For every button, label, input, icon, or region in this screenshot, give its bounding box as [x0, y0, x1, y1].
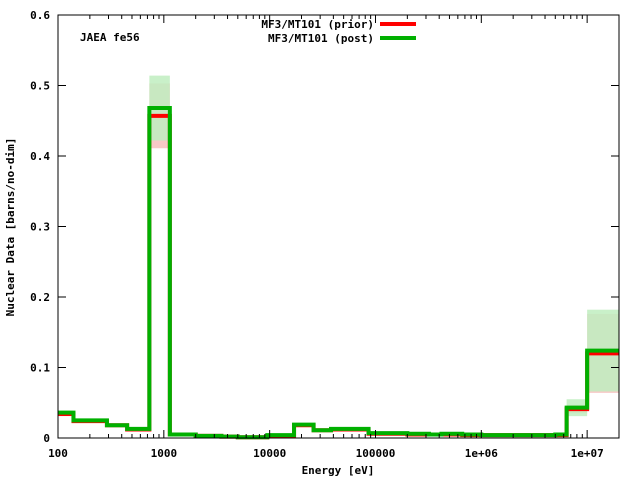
x-axis-label: Energy [eV] [302, 464, 375, 477]
x-tick-label-5: 1e+07 [571, 447, 604, 460]
y-tick-label-6: 0.6 [30, 9, 50, 22]
x-tick-label-3: 100000 [356, 447, 396, 460]
x-tick-label-2: 10000 [253, 447, 286, 460]
legend-label-2: MF3/MT101 (post) [268, 32, 374, 45]
series-lines [58, 106, 619, 440]
y-tick-label-0: 0 [43, 432, 50, 445]
y-tick-label-2: 0.2 [30, 291, 50, 304]
legend: MF3/MT101 (prior)MF3/MT101 (post) [261, 18, 416, 45]
y-axis-label: Nuclear Data [barns/no-dim] [4, 138, 17, 317]
plot-frame [57, 14, 620, 439]
x-tick-label-0: 100 [48, 447, 68, 460]
y-tick-label-4: 0.4 [30, 150, 50, 163]
y-tick-label-1: 0.1 [30, 362, 50, 375]
chart-annotation: JAEA fe56 [80, 31, 140, 44]
series-line-1 [58, 113, 619, 440]
x-tick-label-1: 1000 [151, 447, 178, 460]
y-tick-label-3: 0.3 [30, 221, 50, 234]
y-tick-label-5: 0.5 [30, 80, 50, 93]
series-line-2 [58, 106, 619, 440]
legend-label-1: MF3/MT101 (prior) [261, 18, 374, 31]
y-axis: 0 0.1 0.2 0.3 0.4 0.5 0.6 [30, 9, 619, 445]
x-tick-label-4: 1e+06 [465, 447, 498, 460]
uncertainty-bands [58, 75, 619, 438]
x-axis: 100 1000 10000 100000 1e+06 1e+07 [48, 15, 604, 460]
